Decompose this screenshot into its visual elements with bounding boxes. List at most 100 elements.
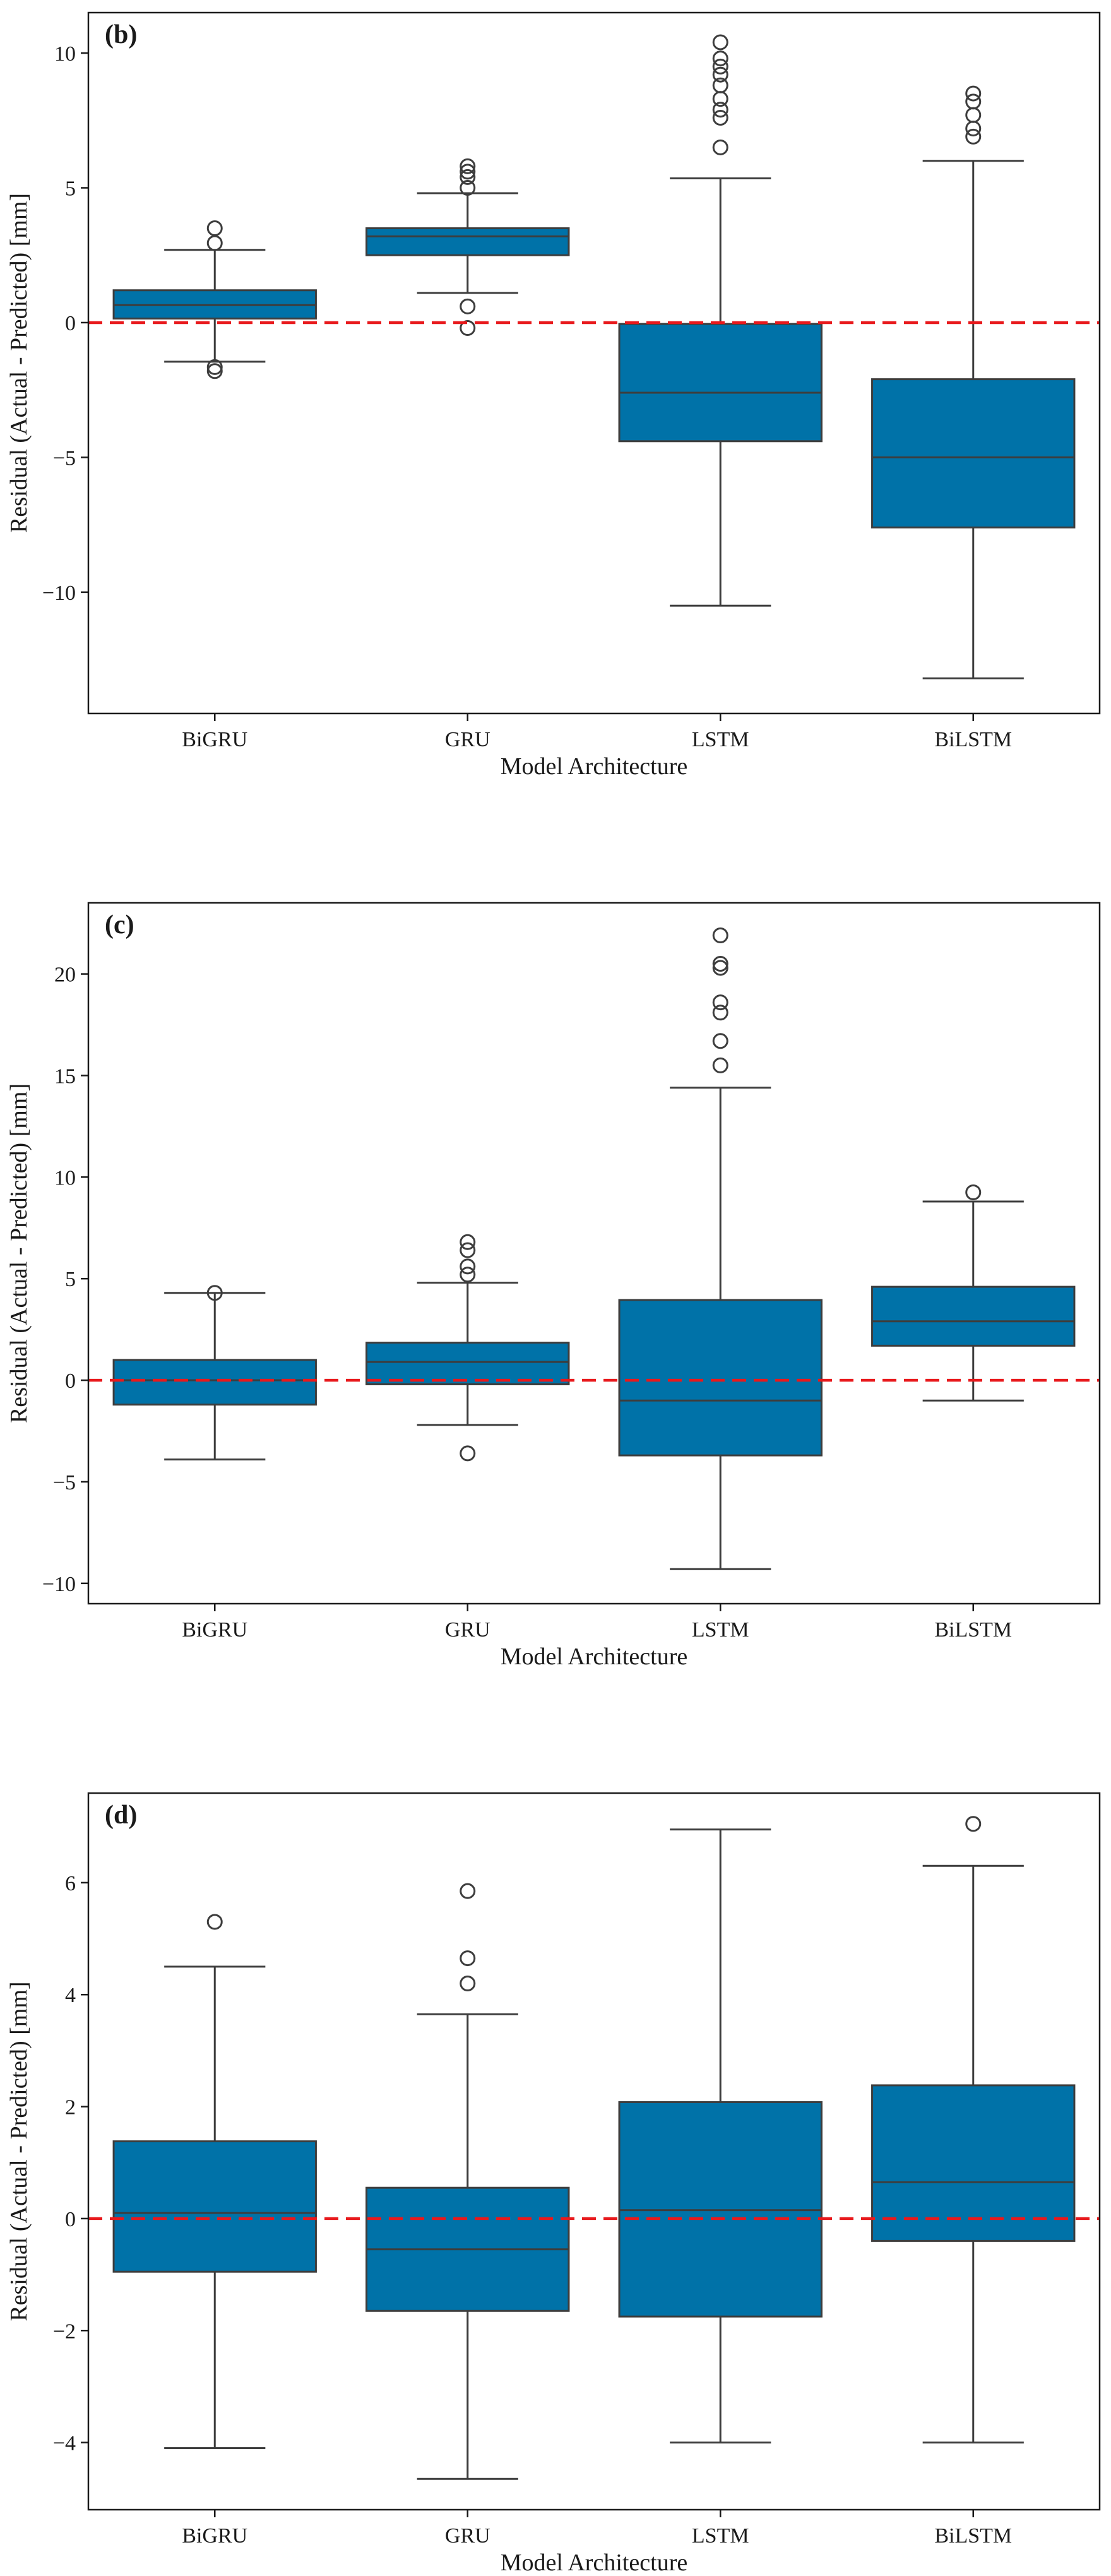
- x-tick-label: BiGRU: [182, 1618, 247, 1642]
- outlier-point: [712, 110, 728, 126]
- outlier-point: [712, 34, 728, 51]
- outlier-point: [712, 91, 728, 107]
- outlier-point: [460, 1975, 476, 1991]
- panel-c: −10 −5 0 5 10 15 20 BiGRU GRU LSTM BiLSTM Model Arc…: [6, 902, 1101, 1670]
- outlier-point: [460, 1267, 476, 1283]
- box-group-lstm: [618, 34, 823, 607]
- outlier-point: [460, 1950, 476, 1967]
- x-tick-label: LSTM: [692, 2524, 749, 2548]
- outlier-point: [712, 960, 728, 976]
- y-axis-label: Residual (Actual - Predicted) [mm]: [6, 1083, 32, 1423]
- panel-d: −4 −2 0 2 4 6 BiGRU GRU LSTM BiLSTM Model Architec…: [6, 1792, 1101, 2576]
- y-tick-label: 6: [65, 1872, 76, 1895]
- y-tick-label: 5: [65, 1268, 76, 1291]
- y-tick-label: −10: [42, 581, 76, 605]
- outlier-point: [712, 77, 728, 93]
- y-tick-label: 0: [65, 2208, 76, 2231]
- y-tick-label: −5: [53, 1471, 76, 1494]
- plot-frame: [87, 11, 1101, 715]
- y-tick-label: 10: [54, 1166, 76, 1190]
- y-tick-label: −5: [53, 446, 76, 470]
- outlier-point: [460, 1445, 476, 1462]
- y-axis-label: Residual (Actual - Predicted) [mm]: [6, 1981, 32, 2321]
- panel-b: −10 −5 0 5 10 BiGRU GRU LSTM BiLSTM Model Archite…: [6, 11, 1101, 780]
- outlier-point: [712, 994, 728, 1011]
- y-tick-label: 0: [65, 312, 76, 335]
- y-tick-label: −4: [53, 2432, 76, 2455]
- outlier-point: [965, 1184, 982, 1200]
- panel-label: (c): [105, 910, 134, 939]
- outlier-point: [460, 158, 476, 174]
- iqr-box: [871, 1285, 1076, 1347]
- outlier-point: [460, 298, 476, 314]
- y-tick-label: 15: [54, 1064, 76, 1088]
- box-group-gru: [365, 158, 570, 336]
- outlier-point: [712, 66, 728, 83]
- outlier-point: [965, 128, 982, 145]
- box-group-bilstm: [871, 85, 1076, 679]
- outlier-point: [206, 359, 223, 375]
- x-axis-label: Model Architecture: [501, 2549, 688, 2576]
- outlier-point: [712, 1057, 728, 1073]
- box-group-bilstm: [871, 1184, 1076, 1402]
- box-group-bigru: [112, 1914, 317, 2449]
- panel-label: (d): [105, 1801, 137, 1830]
- outlier-point: [712, 58, 728, 75]
- y-tick-label: 10: [54, 42, 76, 66]
- outlier-point: [712, 102, 728, 118]
- x-tick-label: BiLSTM: [934, 2524, 1012, 2548]
- outlier-point: [965, 93, 982, 110]
- outlier-point: [460, 320, 476, 336]
- x-tick-label: GRU: [445, 728, 490, 751]
- panel-label: (b): [105, 20, 137, 49]
- outlier-point: [712, 927, 728, 943]
- box-group-bilstm: [871, 1816, 1076, 2444]
- outlier-point: [206, 220, 223, 237]
- outlier-point: [206, 1285, 223, 1301]
- x-tick-label: BiLSTM: [934, 1618, 1012, 1642]
- x-tick-label: BiGRU: [182, 728, 247, 751]
- outlier-point: [712, 1005, 728, 1021]
- x-axis-label: Model Architecture: [501, 753, 688, 780]
- outlier-point: [460, 164, 476, 180]
- iqr-box: [365, 1342, 570, 1386]
- x-tick-label: LSTM: [692, 728, 749, 751]
- outlier-point: [460, 180, 476, 196]
- outlier-point: [206, 235, 223, 251]
- x-tick-label: BiLSTM: [934, 728, 1012, 751]
- outlier-point: [965, 85, 982, 102]
- x-tick-label: LSTM: [692, 1618, 749, 1642]
- box-group-bigru: [112, 220, 317, 379]
- iqr-box: [365, 227, 570, 256]
- y-tick-label: 5: [65, 177, 76, 201]
- x-tick-label: GRU: [445, 1618, 490, 1642]
- plot-frame: [87, 1792, 1101, 2511]
- y-axis-label: Residual (Actual - Predicted) [mm]: [6, 193, 32, 533]
- box-group-bigru: [112, 1285, 317, 1461]
- outlier-point: [460, 1258, 476, 1275]
- outlier-point: [460, 1242, 476, 1258]
- outlier-point: [712, 51, 728, 67]
- iqr-box: [618, 323, 823, 443]
- x-tick-label: BiGRU: [182, 2524, 247, 2548]
- box-group-gru: [365, 1234, 570, 1462]
- y-tick-label: 4: [65, 1984, 76, 2007]
- plot-frame: [87, 902, 1101, 1605]
- outlier-point: [206, 1914, 223, 1930]
- outlier-point: [965, 107, 982, 123]
- box-group-lstm: [618, 927, 823, 1570]
- iqr-box: [871, 2084, 1076, 2242]
- outlier-point: [712, 956, 728, 972]
- outlier-point: [460, 1234, 476, 1250]
- outlier-point: [712, 1033, 728, 1049]
- iqr-box: [112, 1359, 317, 1406]
- outlier-point: [965, 121, 982, 137]
- iqr-box: [618, 1299, 823, 1457]
- y-tick-label: −2: [53, 2320, 76, 2343]
- box-group-gru: [365, 1883, 570, 2480]
- y-tick-label: 2: [65, 2096, 76, 2120]
- box-group-lstm: [618, 1828, 823, 2444]
- outlier-point: [460, 1883, 476, 1899]
- outlier-point: [712, 139, 728, 155]
